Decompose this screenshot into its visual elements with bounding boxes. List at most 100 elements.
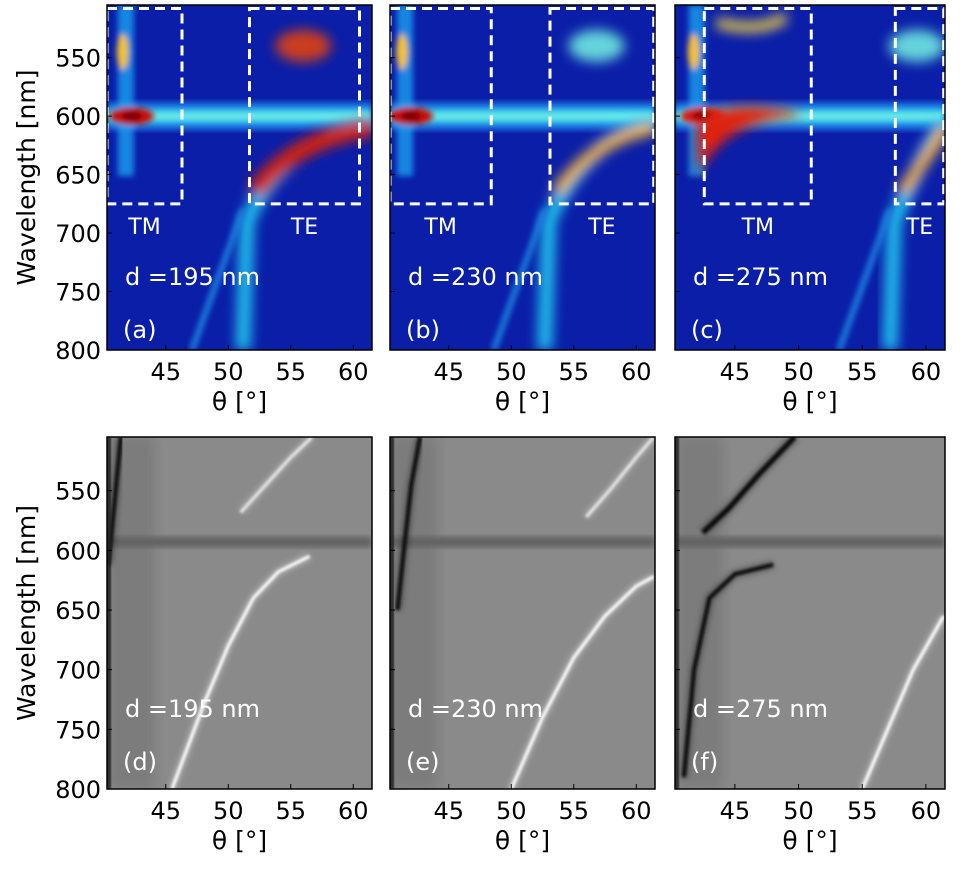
te-mode: [236, 29, 372, 350]
mode-box-label-tm: TM: [127, 215, 160, 240]
te-curve: [860, 615, 945, 789]
mode-box-te: [893, 7, 946, 206]
x-tick-label: 60: [338, 797, 369, 825]
mode-box-te: [548, 7, 656, 206]
plot-frame: [389, 436, 656, 790]
x-tick-label: 60: [911, 358, 942, 386]
plot-area: [390, 437, 655, 789]
panel-label: (f): [691, 748, 718, 776]
y-tick-label: 550: [55, 45, 101, 73]
plot-frame: [674, 4, 946, 351]
panel-label: (a): [123, 316, 156, 344]
panel-label: (d): [123, 748, 157, 776]
light-line: [836, 208, 893, 350]
x-tick-label: 45: [433, 797, 464, 825]
y-tick-label: 600: [55, 537, 101, 565]
thickness-label: d =195 nm: [125, 263, 260, 291]
x-tick-label: 50: [783, 797, 814, 825]
plot-area: [107, 437, 372, 789]
mode-box-label-te: TE: [587, 215, 615, 240]
te-mode: [537, 29, 655, 350]
mode-box-label-te: TE: [905, 215, 933, 240]
x-tick-label: 60: [621, 797, 652, 825]
te-curve: [170, 554, 311, 789]
x-tick-label: 55: [847, 797, 878, 825]
x-tick-label: 45: [720, 797, 751, 825]
x-tick-label: 55: [275, 797, 306, 825]
mode-box-tm: [105, 7, 184, 206]
left-edge: [675, 437, 679, 789]
x-tick-label: 50: [783, 358, 814, 386]
light-line: [189, 208, 246, 350]
mode-box-tm: [702, 7, 813, 206]
thickness-label: d =230 nm: [408, 695, 543, 723]
y-tick-label: 800: [55, 337, 101, 365]
te-curve: [509, 575, 655, 789]
y-tick-label: 750: [55, 716, 101, 744]
heatmap-background: [390, 5, 655, 350]
sim-shade: [675, 437, 724, 789]
x-tick-label: 55: [275, 358, 306, 386]
x-axis-label: θ [°]: [212, 387, 267, 416]
y-tick-label: 800: [55, 776, 101, 804]
x-axis-label: θ [°]: [782, 387, 837, 416]
x-tick-label: 60: [621, 358, 652, 386]
mode-box-tm: [388, 7, 493, 206]
plot-area: [675, 437, 945, 789]
y-tick-label: 650: [55, 597, 101, 625]
te-upper-curve: [239, 437, 314, 514]
tm-mode: [390, 5, 433, 177]
te-mode: [883, 29, 945, 350]
y-tick-label: 700: [55, 657, 101, 685]
x-axis-label: θ [°]: [212, 826, 267, 855]
panel-label: (e): [406, 748, 440, 776]
x-tick-label: 45: [720, 358, 751, 386]
panel-b: TM TE d =230 nm (b) 45 50 55 60 θ [°]: [388, 4, 656, 416]
y-axis-label: Wavelength [nm]: [12, 505, 41, 721]
panel-label: (b): [406, 316, 440, 344]
y-tick-label: 600: [55, 103, 101, 131]
panel-d: d =195 nm (d) 45 50 55 60 θ [°] 550 600 650 700 750…: [12, 436, 373, 855]
plot-frame: [106, 436, 373, 790]
y-axis-label: Wavelength [nm]: [12, 70, 41, 286]
x-tick-label: 45: [150, 797, 181, 825]
panel-c: TM TE d =275 nm (c) 45 50 55 60 θ [°]: [674, 4, 946, 416]
left-edge: [107, 437, 111, 789]
x-tick-label: 55: [558, 797, 589, 825]
y-tick-label: 700: [55, 220, 101, 248]
x-axis-label: θ [°]: [782, 826, 837, 855]
panel-a: TM TE d =195 nm (a) 45 50 55 60 θ [°] 550 600 650 70…: [12, 4, 373, 416]
plot-frame: [389, 4, 656, 351]
tm-upper-curve: [701, 437, 797, 535]
tm-curve: [681, 562, 774, 778]
tm-hot-region: [696, 12, 799, 177]
resonance-band: [107, 536, 372, 549]
y-tick-label: 550: [55, 478, 101, 506]
panel-f: d =275 nm (f)45 50 55 60 θ [°]: [674, 436, 946, 855]
resonance-band: [390, 102, 655, 131]
mode-box-te: [248, 7, 361, 206]
x-axis-label: θ [°]: [495, 826, 550, 855]
mode-box-label-te: TE: [290, 215, 318, 240]
x-tick-label: 55: [558, 358, 589, 386]
thickness-label: d =275 nm: [693, 695, 828, 723]
left-edge: [390, 437, 394, 789]
x-tick-label: 50: [213, 797, 244, 825]
light-line: [490, 208, 548, 350]
plot-area: [390, 5, 655, 350]
mode-box-label-tm: TM: [423, 215, 456, 240]
thickness-label: d =230 nm: [408, 263, 543, 291]
plot-area: [107, 5, 372, 350]
x-tick-label: 50: [496, 797, 527, 825]
plot-frame: [674, 436, 946, 790]
thickness-label: d =195 nm: [125, 695, 260, 723]
te-upper-curve: [585, 437, 655, 518]
mode-box-label-tm: TM: [741, 215, 774, 240]
x-tick-label: 55: [847, 358, 878, 386]
x-axis-label: θ [°]: [495, 387, 550, 416]
tm-mode: [109, 5, 154, 177]
x-tick-label: 60: [338, 358, 369, 386]
resonance-band: [390, 536, 655, 549]
x-tick-label: 50: [213, 358, 244, 386]
